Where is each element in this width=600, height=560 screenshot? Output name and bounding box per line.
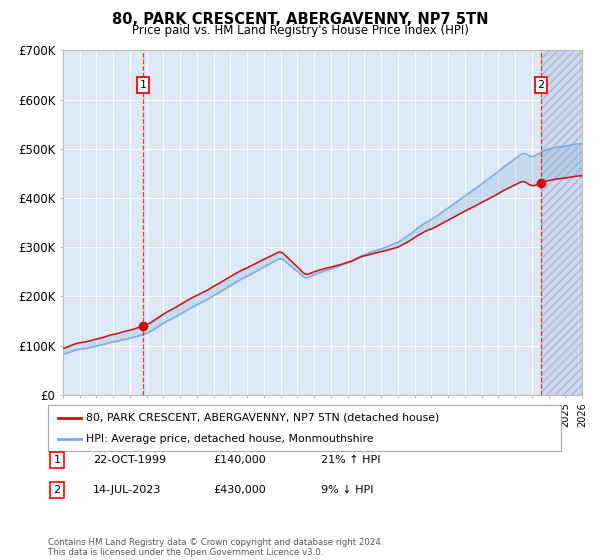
Text: Price paid vs. HM Land Registry's House Price Index (HPI): Price paid vs. HM Land Registry's House … <box>131 24 469 36</box>
Text: £140,000: £140,000 <box>213 455 266 465</box>
Bar <box>541 50 582 395</box>
Text: 80, PARK CRESCENT, ABERGAVENNY, NP7 5TN: 80, PARK CRESCENT, ABERGAVENNY, NP7 5TN <box>112 12 488 27</box>
Text: 9% ↓ HPI: 9% ↓ HPI <box>321 485 373 495</box>
Text: 22-OCT-1999: 22-OCT-1999 <box>93 455 166 465</box>
Text: £430,000: £430,000 <box>213 485 266 495</box>
Text: 21% ↑ HPI: 21% ↑ HPI <box>321 455 380 465</box>
Text: HPI: Average price, detached house, Monmouthshire: HPI: Average price, detached house, Monm… <box>86 434 374 444</box>
Text: 80, PARK CRESCENT, ABERGAVENNY, NP7 5TN (detached house): 80, PARK CRESCENT, ABERGAVENNY, NP7 5TN … <box>86 413 440 423</box>
Text: 2: 2 <box>537 80 544 90</box>
Text: 1: 1 <box>140 80 147 90</box>
Text: 1: 1 <box>53 455 61 465</box>
Text: Contains HM Land Registry data © Crown copyright and database right 2024.
This d: Contains HM Land Registry data © Crown c… <box>48 538 383 557</box>
Text: 14-JUL-2023: 14-JUL-2023 <box>93 485 161 495</box>
Bar <box>541 50 582 395</box>
Text: 2: 2 <box>53 485 61 495</box>
